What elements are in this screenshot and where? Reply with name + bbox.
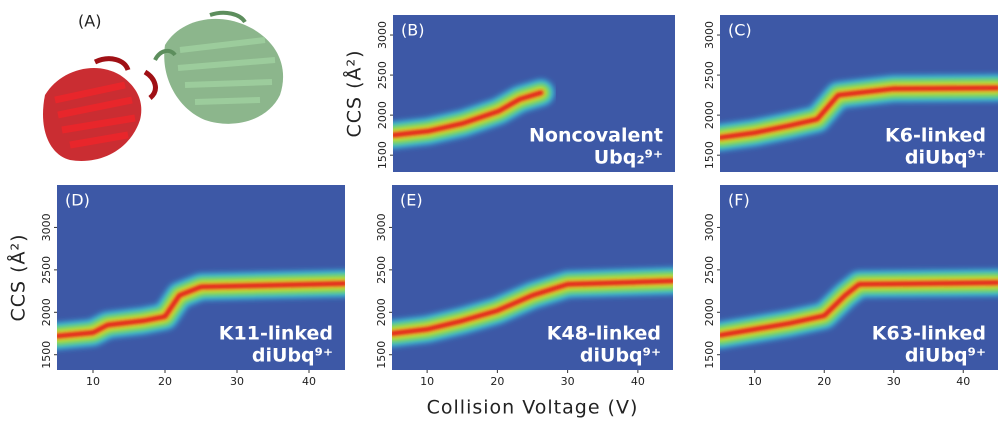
y-tick-label: 3000 [376, 21, 389, 49]
y-tick-label: 1500 [375, 341, 388, 369]
y-tick-label: 1500 [703, 341, 716, 369]
y-tick-label: 1500 [376, 141, 389, 169]
panel-label: (D) [65, 191, 90, 210]
y-tick-label: 3000 [703, 213, 716, 241]
x-axis-label: Collision Voltage (V) [427, 397, 639, 419]
y-tick-label: 2000 [703, 298, 716, 326]
y-tick-label: 2500 [40, 256, 53, 284]
y-tick-label: 3000 [375, 213, 388, 241]
y-tick-label: 1500 [703, 141, 716, 169]
x-tick-label: 20 [817, 375, 831, 388]
y-tick-label: 2500 [703, 61, 716, 89]
ridge [393, 79, 555, 149]
annotation: K6-linked [885, 125, 986, 147]
x-tick-label: 40 [956, 375, 970, 388]
annotation: K48-linked [547, 323, 661, 345]
ridge-line [57, 280, 345, 339]
annotation: diUbq⁹⁺ [252, 345, 333, 367]
y-tick-label: 3000 [703, 21, 716, 49]
ridge [57, 270, 345, 350]
panel-label: (B) [401, 21, 424, 40]
y-tick-label: 2500 [375, 256, 388, 284]
annotation: Ubq₂⁹⁺ [594, 147, 663, 169]
x-tick-label: 30 [561, 375, 575, 388]
y-tick-label: 2000 [40, 298, 53, 326]
ridge [720, 74, 998, 151]
y-tick-label: 2000 [375, 298, 388, 326]
panel-label: (F) [728, 191, 750, 210]
annotation: diUbq⁹⁺ [905, 345, 986, 367]
panel-label: (E) [400, 191, 423, 210]
y-tick-label: 2500 [703, 256, 716, 284]
y-tick-label: 3000 [40, 213, 53, 241]
annotation: Noncovalent [529, 125, 663, 147]
x-tick-label: 30 [230, 375, 244, 388]
x-tick-label: 10 [748, 375, 762, 388]
ridge-line [720, 85, 998, 141]
y-tick-label: 2500 [376, 61, 389, 89]
x-tick-label: 30 [887, 375, 901, 388]
x-tick-label: 10 [420, 375, 434, 388]
y-axis-label: CCS (Å²) [7, 233, 30, 321]
x-tick-label: 20 [158, 375, 172, 388]
protein-structure: (A) [42, 10, 284, 161]
panel-label: (C) [728, 21, 752, 40]
ridge [392, 267, 673, 347]
annotation: diUbq⁹⁺ [905, 147, 986, 169]
annotation: K11-linked [219, 323, 333, 345]
y-axis-label: CCS (Å²) [343, 49, 366, 137]
x-tick-label: 10 [86, 375, 100, 388]
x-tick-label: 40 [631, 375, 645, 388]
panel-label: (A) [78, 12, 101, 31]
x-tick-label: 40 [302, 375, 316, 388]
x-tick-label: 20 [490, 375, 504, 388]
annotation: K63-linked [872, 323, 986, 345]
annotation: diUbq⁹⁺ [580, 345, 661, 367]
y-tick-label: 2000 [703, 101, 716, 129]
ridge-line [392, 278, 673, 337]
y-tick-label: 2000 [376, 101, 389, 129]
y-tick-label: 1500 [40, 341, 53, 369]
ridge [720, 269, 998, 349]
ridge-line [393, 90, 544, 138]
ridge-line [720, 280, 998, 338]
